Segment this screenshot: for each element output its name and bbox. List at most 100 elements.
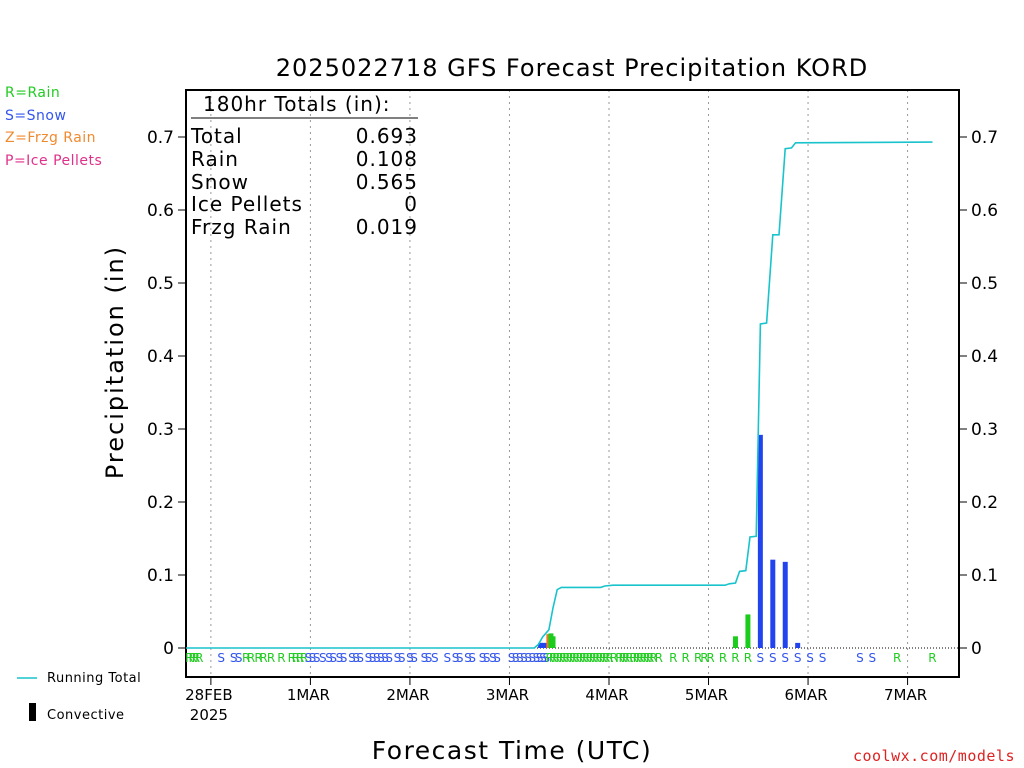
precip-type-marker: R — [619, 651, 627, 665]
x-tick-label: 5MAR — [685, 686, 728, 704]
rain-label: Rain — [191, 147, 239, 171]
precip-type-marker: S — [794, 651, 802, 665]
y-tick-label-left: 0.7 — [147, 128, 174, 148]
precip-type-marker: S — [369, 651, 377, 665]
y-tick-label-left: 0 — [163, 639, 174, 659]
y-tick-label-right: 0.4 — [971, 347, 998, 367]
precip-type-marker: R — [700, 651, 708, 665]
precip-type-marker: R — [188, 651, 196, 665]
precip-type-marker: R — [669, 651, 677, 665]
legend-frzg-rain: Z=Frzg Rain — [5, 130, 97, 146]
precip-type-marker: S — [483, 651, 491, 665]
precip-type-marker: R — [589, 651, 597, 665]
precip-type-marker: S — [539, 651, 547, 665]
running-total-legend-label: Running Total — [47, 671, 141, 686]
precip-type-marker: S — [319, 651, 327, 665]
precip-type-marker: R — [602, 651, 610, 665]
precip-type-marker: S — [381, 651, 389, 665]
precip-type-marker: R — [569, 651, 577, 665]
precip-type-marker: R — [247, 651, 255, 665]
precip-type-marker: R — [643, 651, 651, 665]
vertical-grid — [210, 90, 909, 677]
precip-type-marker: R — [706, 651, 714, 665]
totals-header: 180hr Totals (in): — [203, 92, 391, 116]
precip-type-marker: R — [242, 651, 250, 665]
y-tick-label-right: 0.7 — [971, 128, 998, 148]
credit-text: coolwx.com/models — [853, 747, 1015, 765]
precip-type-marker: R — [565, 651, 573, 665]
precip-type-marker: S — [235, 651, 243, 665]
convective-swatch — [29, 703, 36, 721]
precip-type-marker: S — [377, 651, 385, 665]
precip-type-marker: R — [639, 651, 647, 665]
precip-type-marker: R — [731, 651, 739, 665]
precip-type-marker: S — [431, 651, 439, 665]
precip-type-marker: R — [649, 651, 657, 665]
ice-pellets-value: 0 — [404, 192, 418, 216]
y-tick-label-left: 0.6 — [147, 201, 174, 221]
precip-type-marker: R — [575, 651, 583, 665]
precip-bars — [538, 434, 801, 648]
precip-type-marker: S — [373, 651, 381, 665]
precip-type-marker: R — [646, 651, 654, 665]
y-tick-label-left: 0.3 — [147, 420, 174, 440]
precip-type-marker: S — [520, 651, 528, 665]
precip-type-marker: R — [605, 651, 613, 665]
precip-type-marker: S — [410, 651, 418, 665]
x-tick-sublabel: 2025 — [190, 706, 228, 724]
snow-value: 0.565 — [356, 170, 418, 194]
precip-type-marker: R — [629, 651, 637, 665]
precip-type-marker: R — [579, 651, 587, 665]
precip-type-marker: S — [819, 651, 827, 665]
precip-type-marker: S — [508, 651, 516, 665]
precip-type-marker: R — [585, 651, 593, 665]
rain-value: 0.108 — [356, 147, 418, 171]
y-axis: 0 0 0.1 0.1 0.2 0.2 0.3 0.3 0.4 0.4 0.5 0.5 0.6 0.6 0.… — [147, 128, 998, 659]
precip-type-marker: R — [552, 651, 560, 665]
y-tick-label-left: 0.4 — [147, 347, 174, 367]
legend-snow: S=Snow — [5, 107, 67, 124]
y-tick-label-right: 0.1 — [971, 566, 998, 586]
chart-title: 2025022718 GFS Forecast Precipitation KO… — [276, 54, 868, 82]
precip-type-marker: R — [582, 651, 590, 665]
precip-bar — [540, 642, 546, 648]
precip-type-marker: S — [356, 651, 364, 665]
y-tick-label-right: 0.6 — [971, 201, 998, 221]
precip-type-marker: S — [533, 651, 541, 665]
precip-type-marker: R — [744, 651, 752, 665]
y-tick-label-right: 0 — [971, 639, 982, 659]
x-tick-label: 1MAR — [287, 686, 330, 704]
precip-type-marker: R — [562, 651, 570, 665]
precip-bar — [782, 561, 788, 648]
precip-type-marker: S — [543, 651, 551, 665]
precip-type-marker: R — [292, 651, 300, 665]
precip-type-marker: R — [559, 651, 567, 665]
precip-type-marker: S — [856, 651, 864, 665]
y-axis-label: Precipitation (in) — [101, 245, 129, 479]
running-total-line — [186, 141, 933, 649]
precip-type-marker: S — [309, 651, 317, 665]
precip-type-marker: S — [348, 651, 356, 665]
precip-type-marker: R — [610, 651, 618, 665]
precip-type-marker: R — [595, 651, 603, 665]
x-axis: 28FEB 2025 1MAR 2MAR 3MAR 4MAR 5MAR 6MAR 7MAR — [185, 677, 927, 724]
precip-type-marker: R — [625, 651, 633, 665]
precip-type-marker: S — [230, 651, 238, 665]
precip-type-marker: R — [694, 651, 702, 665]
precip-type-marker: R — [254, 651, 262, 665]
precip-type-marker: S — [479, 651, 487, 665]
totals-box: 180hr Totals (in): Total 0.693 Rain 0.10… — [190, 92, 418, 239]
x-tick-label: 6MAR — [784, 686, 827, 704]
precip-bar — [745, 614, 751, 648]
x-tick-label: 7MAR — [884, 686, 927, 704]
precip-type-marker: R — [296, 651, 304, 665]
total-label: Total — [190, 124, 243, 148]
precip-type-marker: R — [549, 651, 557, 665]
precip-type-marker: R — [622, 651, 630, 665]
precip-type-marker: R — [546, 651, 554, 665]
legend-rain: R=Rain — [5, 85, 61, 101]
precip-type-marker: R — [682, 651, 690, 665]
precip-type-marker: S — [456, 651, 464, 665]
precip-type-marker: S — [305, 651, 313, 665]
y-tick-label-left: 0.1 — [147, 566, 174, 586]
